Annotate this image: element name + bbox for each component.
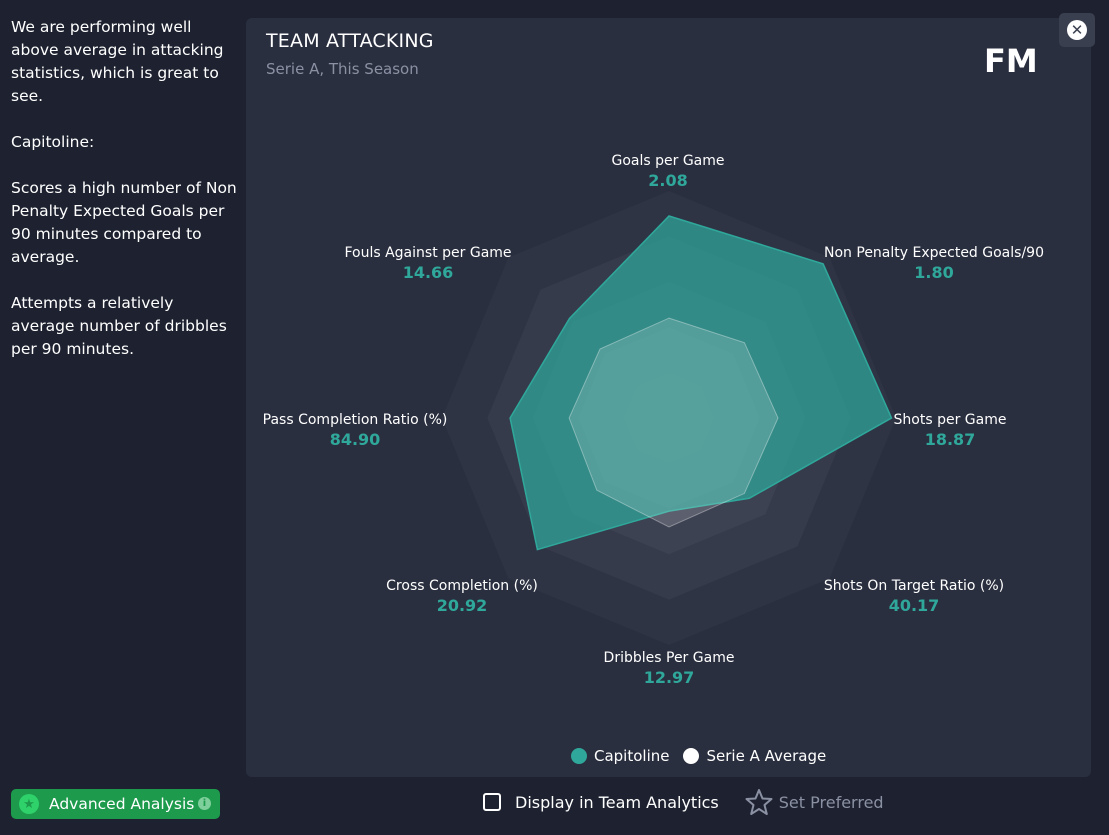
legend-average: Serie A Average xyxy=(683,747,826,765)
radar-axis-value: 84.90 xyxy=(329,430,381,449)
bottom-options: Display in Team Analytics Set Preferred xyxy=(483,789,884,815)
fm-logo: FM xyxy=(984,44,1038,76)
panel-title: TEAM ATTACKING xyxy=(266,30,434,52)
radar-axis-name: Shots per Game xyxy=(893,412,1007,428)
info-icon[interactable]: i xyxy=(198,797,211,810)
display-in-team-analytics-checkbox[interactable] xyxy=(483,793,501,811)
set-preferred-button[interactable]: Set Preferred xyxy=(745,789,884,815)
radar-axis-value: 1.80 xyxy=(914,263,954,282)
radar-axis-name: Goals per Game xyxy=(611,153,725,169)
svg-text:FM: FM xyxy=(984,44,1038,76)
radar-axis-value: 20.92 xyxy=(436,596,488,615)
radar-axis-name: Non Penalty Expected Goals/90 xyxy=(824,245,1044,261)
radar-axis-label: Cross Completion (%) 20.92 xyxy=(386,577,538,617)
radar-series-serie-a-average xyxy=(568,317,779,528)
legend-label-capitoline: Capitoline xyxy=(594,747,670,765)
radar-axis-label: Pass Completion Ratio (%) 84.90 xyxy=(263,411,448,451)
radar-axis-name: Cross Completion (%) xyxy=(386,578,538,594)
insight-dribbles: Attempts a relatively average number of … xyxy=(11,294,227,358)
radar-axis-label: Fouls Against per Game 14.66 xyxy=(344,244,511,284)
radar-axis-label: Goals per Game 2.08 xyxy=(611,152,724,192)
radar-axis-name: Dribbles Per Game xyxy=(603,650,735,666)
legend-dot-capitoline xyxy=(571,748,587,764)
radar-axis-name: Pass Completion Ratio (%) xyxy=(262,412,448,428)
radar-axis-value: 14.66 xyxy=(402,263,454,282)
radar-axis-value: 18.87 xyxy=(924,430,976,449)
legend-label-average: Serie A Average xyxy=(706,747,827,765)
radar-axis-label: Shots On Target Ratio (%) 40.17 xyxy=(824,577,1004,617)
radar-axis-value: 2.08 xyxy=(648,171,688,190)
team-attacking-panel: TEAM ATTACKING Serie A, This Season FM G… xyxy=(246,18,1091,777)
radar-axis-name: Fouls Against per Game xyxy=(344,245,512,261)
team-heading: Capitoline: xyxy=(11,133,95,151)
insight-summary: We are performing well above average in … xyxy=(11,18,224,105)
chart-legend: Capitoline Serie A Average xyxy=(571,747,840,765)
radar-axis-label: Dribbles Per Game 12.97 xyxy=(604,649,735,689)
insight-npxg: Scores a high number of Non Penalty Expe… xyxy=(11,179,237,266)
legend-dot-average xyxy=(683,748,700,764)
close-button[interactable]: ✕ xyxy=(1059,13,1095,47)
radar-chart xyxy=(442,191,896,645)
legend-capitoline: Capitoline xyxy=(571,747,669,765)
radar-axis-name: Shots On Target Ratio (%) xyxy=(823,578,1005,594)
star-icon: ★ xyxy=(19,794,39,814)
radar-axis-value: 12.97 xyxy=(643,668,695,687)
star-outline-icon xyxy=(745,789,773,815)
radar-series-capitoline xyxy=(509,215,893,551)
radar-axis-label: Non Penalty Expected Goals/90 1.80 xyxy=(824,244,1044,284)
set-preferred-label: Set Preferred xyxy=(778,792,884,812)
insight-text: We are performing well above average in … xyxy=(11,16,239,384)
panel-subtitle: Serie A, This Season xyxy=(266,60,419,78)
radar-axis-value: 40.17 xyxy=(888,596,940,615)
advanced-analysis-label: Advanced Analysis xyxy=(49,795,195,813)
close-icon: ✕ xyxy=(1067,20,1087,40)
advanced-analysis-button[interactable]: ★ Advanced Analysis i xyxy=(11,789,220,819)
radar-axis-label: Shots per Game 18.87 xyxy=(894,411,1007,451)
display-in-team-analytics-label[interactable]: Display in Team Analytics xyxy=(515,792,719,812)
